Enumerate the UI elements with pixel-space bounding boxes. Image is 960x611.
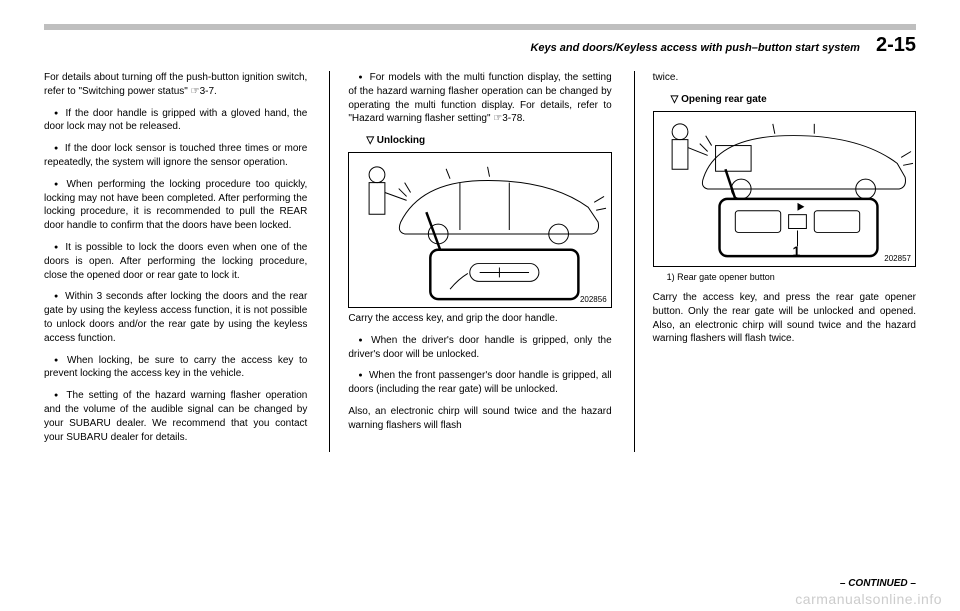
- bullet-item: Within 3 seconds after locking the doors…: [44, 290, 307, 345]
- header-rule: [44, 24, 916, 30]
- bullet-item: The setting of the hazard warning flashe…: [44, 389, 307, 444]
- paragraph: Carry the access key, and grip the door …: [348, 312, 611, 326]
- column-1: For details about turning off the push-b…: [44, 71, 307, 452]
- paragraph: Carry the access key, and press the rear…: [653, 291, 916, 346]
- content-columns: For details about turning off the push-b…: [44, 71, 916, 452]
- car-unlocking-illustration: [349, 153, 610, 307]
- subheading-rear-gate: Opening rear gate: [671, 93, 916, 107]
- page-number: 2-15: [876, 34, 916, 57]
- manual-page: Keys and doors/Keyless access with push–…: [0, 0, 960, 611]
- figure-id: 202857: [884, 253, 911, 264]
- paragraph: twice.: [653, 71, 916, 85]
- paragraph: For details about turning off the push-b…: [44, 71, 307, 99]
- bullet-item: When the driver's door handle is gripped…: [348, 334, 611, 362]
- bullet-item: When locking, be sure to carry the acces…: [44, 354, 307, 382]
- figure-caption: 1) Rear gate opener button: [667, 271, 916, 283]
- bullet-item: It is possible to lock the doors even wh…: [44, 241, 307, 282]
- bullet-item: For models with the multi function displ…: [348, 71, 611, 126]
- page-header: Keys and doors/Keyless access with push–…: [44, 34, 916, 57]
- bullet-item: When performing the locking procedure to…: [44, 178, 307, 233]
- bullet-item: If the door handle is gripped with a glo…: [44, 107, 307, 135]
- column-2: For models with the multi function displ…: [329, 71, 611, 452]
- column-3: twice. Opening rear gate: [634, 71, 916, 452]
- bullet-item: If the door lock sensor is touched three…: [44, 142, 307, 170]
- svg-text:1: 1: [792, 243, 800, 259]
- watermark: carmanualsonline.info: [795, 591, 942, 607]
- paragraph: Also, an electronic chirp will sound twi…: [348, 405, 611, 433]
- figure-id: 202856: [580, 294, 607, 305]
- subheading-unlocking: Unlocking: [366, 134, 611, 148]
- continued-footer: – CONTINUED –: [840, 578, 916, 589]
- breadcrumb: Keys and doors/Keyless access with push–…: [530, 42, 860, 54]
- bullet-item: When the front passenger's door handle i…: [348, 369, 611, 397]
- car-rear-gate-illustration: 1: [654, 112, 915, 266]
- figure-rear-gate: 1 202857: [653, 111, 916, 267]
- figure-unlocking: 202856: [348, 152, 611, 308]
